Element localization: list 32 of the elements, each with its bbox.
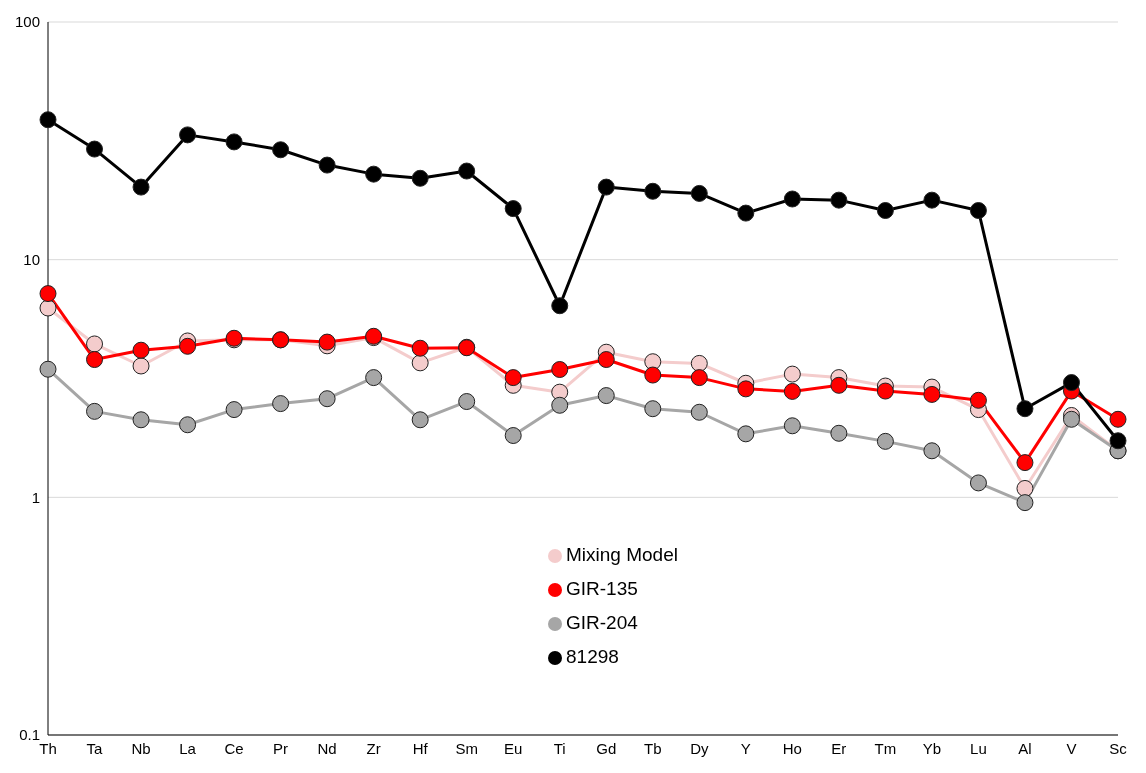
y-tick-label: 100 <box>14 13 40 31</box>
x-tick-label: Zr <box>366 739 381 757</box>
x-tick-label: Dy <box>690 739 709 757</box>
x-tick-label: Th <box>39 739 57 757</box>
x-tick-label: Ho <box>782 739 802 757</box>
x-tick-label: Hf <box>412 739 429 757</box>
x-tick-label: Ta <box>86 739 104 757</box>
y-tick-label: 0.1 <box>19 726 40 744</box>
y-tick-label: 10 <box>23 250 40 268</box>
legend-label: 81298 <box>566 646 619 667</box>
x-tick-label: Ti <box>553 739 566 757</box>
x-tick-label: Sm <box>455 739 478 757</box>
x-tick-label: Eu <box>504 739 523 757</box>
x-tick-label: Y <box>740 739 751 757</box>
x-tick-label: Gd <box>596 739 617 757</box>
x-tick-label: V <box>1066 739 1077 757</box>
x-tick-label: Ce <box>224 739 244 757</box>
x-tick-label: Pr <box>273 739 289 757</box>
x-tick-label: Tb <box>644 739 662 757</box>
x-tick-label: Tm <box>874 739 897 757</box>
legend-label: GIR-204 <box>566 612 638 633</box>
x-tick-label: Nb <box>131 739 151 757</box>
x-tick-label: Nd <box>317 739 337 757</box>
y-tick-label: 1 <box>31 488 40 506</box>
x-tick-label: La <box>179 739 197 757</box>
legend-label: GIR-135 <box>566 578 638 599</box>
x-tick-label: Lu <box>970 739 987 757</box>
x-tick-label: Yb <box>922 739 942 757</box>
x-tick-label: Sc <box>1109 739 1128 757</box>
x-tick-label: Er <box>831 739 847 757</box>
x-tick-label: Al <box>1018 739 1032 757</box>
legend-label: Mixing Model <box>566 544 678 565</box>
